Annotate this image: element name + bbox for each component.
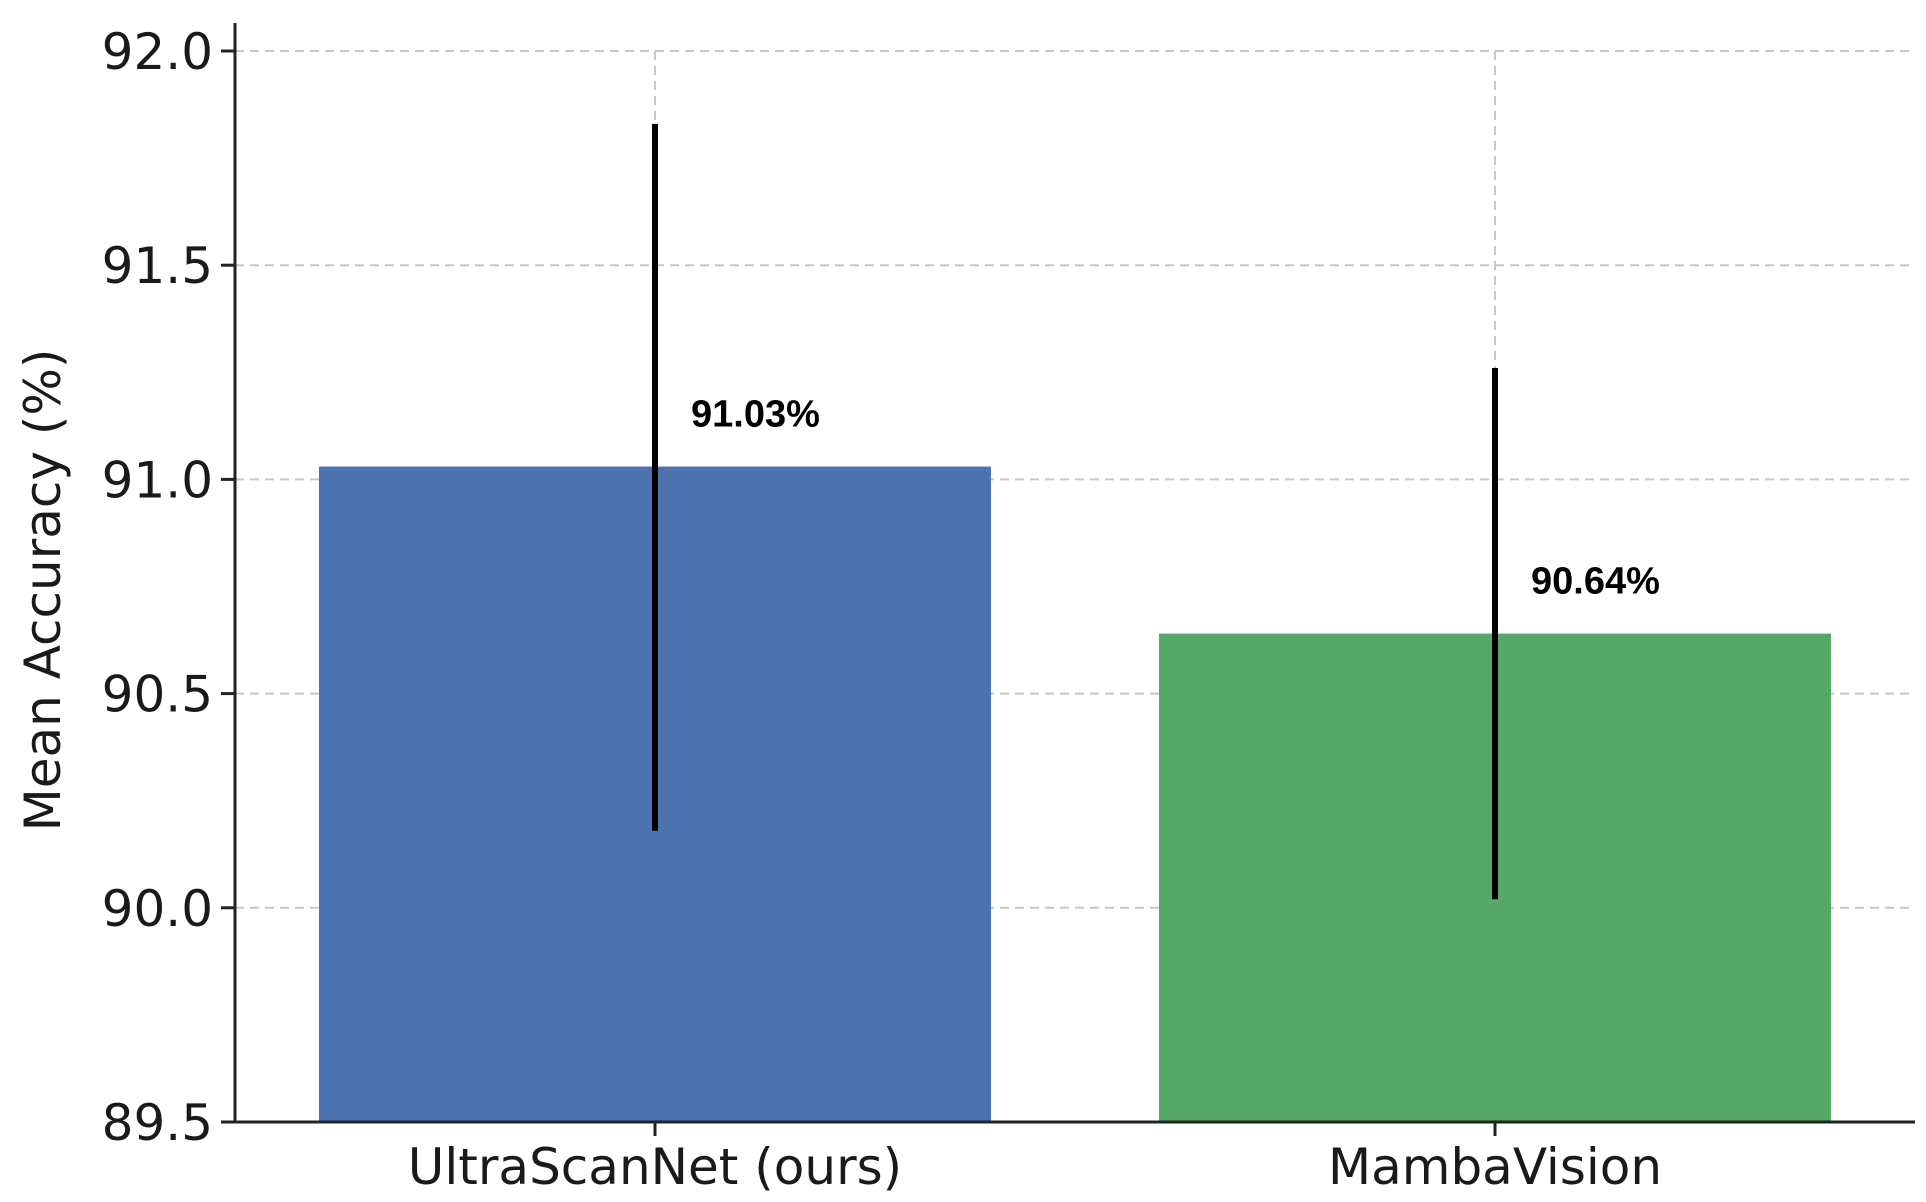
value-label: 90.64% bbox=[1531, 561, 1660, 603]
label-layer: 91.03% 90.64% bbox=[691, 394, 1660, 603]
y-tick-label: 91.0 bbox=[102, 451, 213, 509]
value-label: 91.03% bbox=[691, 394, 820, 436]
y-axis-title: Mean Accuracy (%) bbox=[14, 349, 72, 832]
x-tick-label: MambaVision bbox=[1328, 1138, 1662, 1196]
y-tick-label: 89.5 bbox=[102, 1094, 213, 1152]
bar-layer bbox=[319, 123, 1831, 1123]
y-tick-label: 90.5 bbox=[102, 666, 213, 724]
y-tick-label: 90.0 bbox=[102, 880, 213, 938]
x-tick-label: UltraScanNet (ours) bbox=[408, 1138, 902, 1196]
y-tick-label: 92.0 bbox=[102, 23, 213, 81]
axis-layer: 89.5 90.0 90.5 91.0 91.5 92.0 UltraScanNet (ou… bbox=[102, 23, 1915, 1196]
y-tick-label: 91.5 bbox=[102, 237, 213, 295]
